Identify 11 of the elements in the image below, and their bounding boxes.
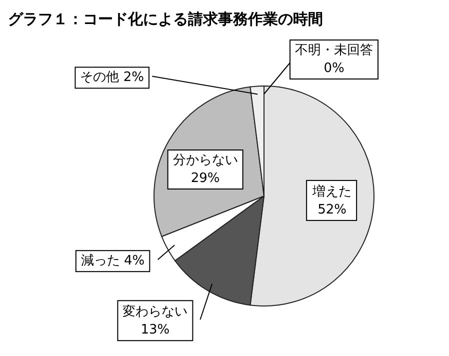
slice-label: その他 2% bbox=[80, 70, 144, 86]
chart-title: グラフ１：コード化による請求事務作業の時間 bbox=[8, 10, 323, 28]
data-label: 52% bbox=[318, 202, 347, 218]
text: 0% bbox=[324, 61, 344, 76]
slice-label: 分からない bbox=[172, 153, 238, 168]
category-label: 不明・未回答 bbox=[295, 43, 373, 58]
slice-label: 増えた bbox=[312, 183, 352, 200]
slice-label: 減った 4% bbox=[80, 254, 145, 269]
data-label: 13% bbox=[140, 322, 170, 338]
slice-label: 変わらない bbox=[122, 304, 188, 320]
data-label: 29% bbox=[190, 171, 220, 186]
